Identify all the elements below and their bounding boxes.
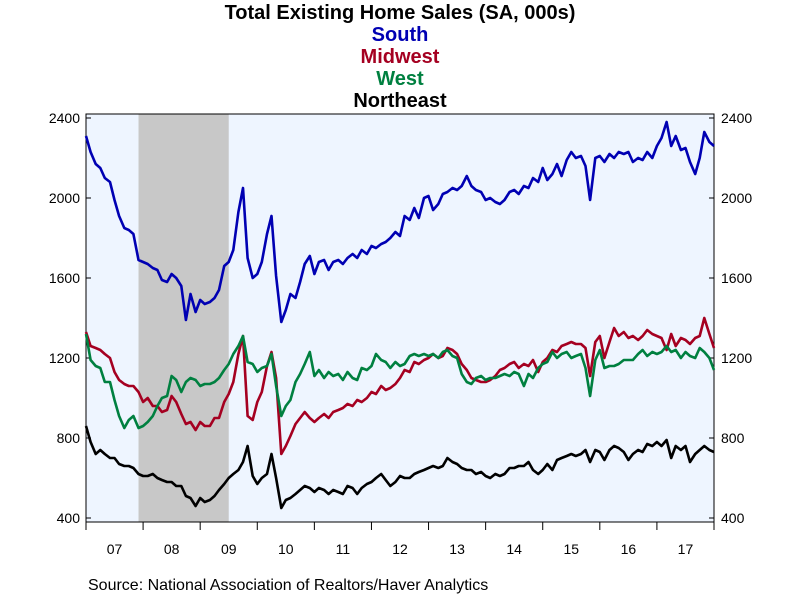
x-tick-label: 10	[278, 541, 294, 557]
x-tick-label: 08	[164, 541, 180, 557]
y-tick-label-right: 2000	[721, 190, 752, 206]
legend-label-midwest: Midwest	[360, 46, 440, 68]
y-tick-label-left: 1200	[49, 350, 80, 366]
x-tick-label: 13	[449, 541, 465, 557]
y-tick-label-left: 1600	[49, 270, 80, 286]
x-tick-label: 16	[621, 541, 637, 557]
x-tick-label: 09	[221, 541, 237, 557]
source-note: Source: National Association of Realtors…	[88, 577, 489, 594]
legend-label-northeast: Northeast	[353, 90, 447, 112]
plot-frame	[85, 113, 715, 523]
chart-title: Total Existing Home Sales (SA, 000s)	[224, 2, 576, 24]
x-tick-label: 15	[563, 541, 579, 557]
x-tick-label: 14	[506, 541, 522, 557]
y-tick-label-right: 800	[721, 430, 745, 446]
legend-label-south: South	[371, 24, 429, 46]
x-tick-label: 17	[678, 541, 694, 557]
series-line-midwest	[84, 316, 716, 456]
y-tick-label-left: 400	[57, 510, 81, 526]
y-tick-label-right: 2400	[721, 110, 752, 126]
x-tick-label: 11	[336, 541, 351, 557]
y-tick-label-left: 2000	[49, 190, 80, 206]
title-block: Total Existing Home Sales (SA, 000s) Sou…	[0, 2, 800, 112]
recession-band	[138, 114, 229, 522]
series-line-west	[84, 333, 716, 430]
series-line-south	[84, 120, 715, 324]
y-tick-label-right: 1200	[721, 350, 752, 366]
y-tick-label-left: 800	[57, 430, 81, 446]
legend-label-west: West	[376, 68, 424, 90]
series-line-northeast	[84, 425, 715, 510]
y-tick-label-right: 400	[721, 510, 745, 526]
y-tick-label-left: 2400	[49, 110, 80, 126]
x-tick-label: 12	[392, 541, 408, 557]
x-tick-label: 07	[107, 541, 123, 557]
y-tick-label-right: 1600	[721, 270, 752, 286]
